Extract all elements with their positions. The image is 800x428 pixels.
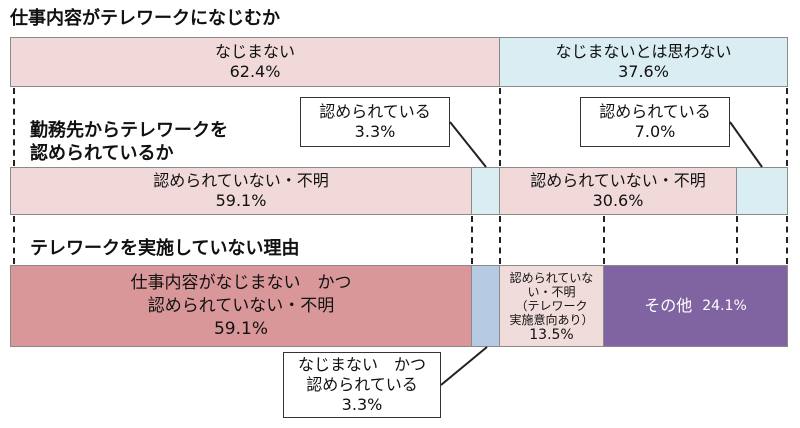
seg-small-line4: 実施意向あり） <box>509 312 594 327</box>
guide-line-2b <box>499 216 501 264</box>
section3-title: テレワークを実施していない理由 <box>30 238 300 259</box>
section2-title-line1: 勤務先からテレワークを <box>30 120 228 141</box>
bar-mitomerareteiru-right <box>736 167 788 215</box>
bar-najimanai-label: なじまない <box>214 42 295 61</box>
seg-sonota-value: 24.1% <box>702 298 747 314</box>
leader-line-right <box>729 121 763 168</box>
guide-line-left-2 <box>13 216 15 264</box>
guide-line-left-1 <box>13 88 15 166</box>
bar-najimanai-towa-omowanai-label: なじまないとは思わない <box>555 42 732 61</box>
callout-bottom-line1: なじまない かつ <box>297 355 426 374</box>
callout-mitomerareteiru-left-label: 認められている <box>319 102 431 121</box>
seg-najimanai-mitomerareteinai: 仕事内容がなじまない かつ 認められていない・不明 59.1% <box>10 265 472 347</box>
callout-mitomerareteiru-left-value: 3.3% <box>354 122 396 141</box>
bar-mitomerareteiru-left <box>471 167 500 215</box>
callout-bottom-value: 3.3% <box>341 395 383 414</box>
bar-mitomerareteinai-right-value: 30.6% <box>592 191 644 210</box>
bar-mitomerareteinai-right-label: 認められていない・不明 <box>530 171 706 190</box>
seg-sonota-label: その他 <box>644 296 693 315</box>
seg-small-value: 13.5% <box>529 326 574 343</box>
section1-title: 仕事内容がテレワークになじむか <box>10 8 280 29</box>
leader-line-left <box>449 121 487 168</box>
guide-line-2a <box>471 216 473 264</box>
leader-line-bottom <box>440 346 488 386</box>
bar-najimanai-towa-omowanai: なじまないとは思わない 37.6% <box>499 37 788 87</box>
guide-line-right-2 <box>786 216 788 264</box>
bar-mitomerareteinai-left-value: 59.1% <box>215 191 267 210</box>
callout-najimanai-mitomerareteiru: なじまない かつ 認められている 3.3% <box>283 352 441 418</box>
guide-line-right-1 <box>786 88 788 166</box>
guide-line-2d <box>736 216 738 264</box>
bar-mitomerareteinai-left-label: 認められていない・不明 <box>153 171 329 190</box>
callout-mitomerareteiru-right-value: 7.0% <box>634 122 676 141</box>
seg-main-value: 59.1% <box>213 318 268 339</box>
bar-mitomerareteinai-left: 認められていない・不明 59.1% <box>10 167 472 215</box>
seg-small-line3: （テレワーク <box>515 298 588 313</box>
guide-line-2c <box>603 216 605 264</box>
callout-mitomerareteiru-right-label: 認められている <box>599 102 711 121</box>
callout-mitomerareteiru-left: 認められている 3.3% <box>300 97 450 147</box>
seg-main-line1: 仕事内容がなじまない かつ <box>130 272 352 293</box>
seg-sonota: その他 24.1% <box>603 265 788 347</box>
bar-mitomerareteinai-right: 認められていない・不明 30.6% <box>499 167 737 215</box>
section2-title-line2: 認められているか <box>30 143 174 164</box>
guide-line-mid-1 <box>499 88 501 166</box>
callout-bottom-line2: 認められている <box>306 375 418 394</box>
bar-najimanai-towa-omowanai-value: 37.6% <box>618 62 669 81</box>
callout-mitomerareteiru-right: 認められている 7.0% <box>580 97 730 147</box>
seg-main-line2: 認められていない・不明 <box>147 295 335 316</box>
seg-small-line1: 認められていな <box>509 270 594 285</box>
bar-najimanai-value: 62.4% <box>229 62 281 81</box>
seg-small-line2: い・不明 <box>527 284 576 299</box>
seg-mitomerareteinai-ikou-ari: 認められていな い・不明 （テレワーク 実施意向あり） 13.5% <box>499 265 604 347</box>
